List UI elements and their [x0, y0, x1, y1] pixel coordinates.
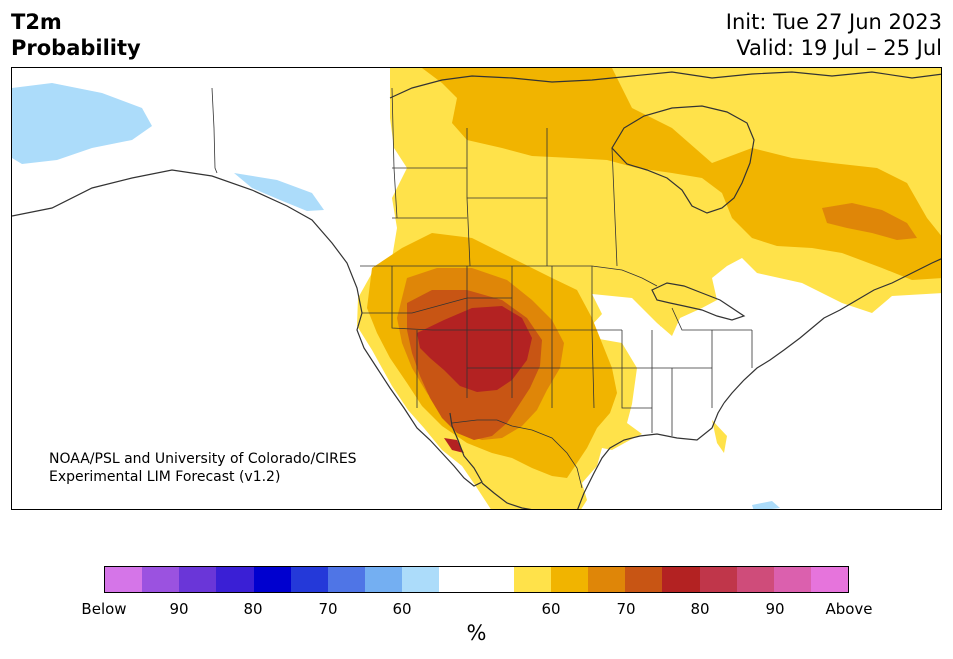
- colorbar-segment: [662, 567, 700, 592]
- init-date: Init: Tue 27 Jun 2023: [725, 10, 942, 34]
- region-below-60-mexico: [752, 501, 780, 509]
- coastlines: [12, 71, 941, 509]
- region-above-60-north: [422, 68, 941, 280]
- colorbar-segment: [290, 567, 328, 592]
- colorbar: [104, 566, 849, 593]
- credit-text: NOAA/PSL and University of Colorado/CIRE…: [49, 450, 357, 486]
- tick-label: 60: [392, 600, 412, 618]
- tick-label: 90: [765, 600, 785, 618]
- political-borders: [211, 87, 753, 489]
- forecast-dates: Init: Tue 27 Jun 2023 Valid: 19 Jul – 25…: [726, 9, 942, 61]
- colorbar-segment: [327, 567, 366, 592]
- colorbar-segment: [476, 567, 514, 592]
- colorbar-segment: [550, 567, 589, 592]
- region-above-80-baja: [444, 438, 464, 453]
- colorbar-segment: [810, 567, 849, 592]
- canada-provinces: [391, 87, 618, 267]
- tick-label: 80: [690, 600, 710, 618]
- region-above-80: [417, 306, 532, 392]
- forecast-map: [11, 67, 942, 510]
- tick-label: 70: [616, 600, 636, 618]
- credit-line-1: NOAA/PSL and University of Colorado/CIRE…: [49, 451, 357, 467]
- colorbar-segment: [625, 567, 663, 592]
- colorbar-segment: [513, 567, 551, 592]
- us-mexico-border: [451, 419, 583, 489]
- colorbar-segment: [216, 567, 254, 592]
- us-states: [362, 266, 753, 436]
- region-below-60-alaska: [12, 83, 152, 164]
- region-above-70-quebec: [822, 203, 917, 240]
- colorbar-segment: [439, 567, 477, 592]
- colorbar-unit-label: %: [466, 621, 487, 645]
- tick-label: Below: [81, 600, 127, 618]
- colorbar-segment: [365, 567, 403, 592]
- region-above-50-florida: [712, 420, 727, 453]
- colorbar-segment: [179, 567, 217, 592]
- pacific-coastline: [12, 169, 483, 487]
- tick-label: 80: [243, 600, 263, 618]
- colorbar-segment: [699, 567, 737, 592]
- colorbar-segment: [105, 567, 143, 592]
- colorbar-segment: [588, 567, 626, 592]
- gulf-coastline: [481, 402, 725, 509]
- region-above-50-east-coast: [660, 313, 677, 330]
- tick-label: 90: [169, 600, 189, 618]
- title-variable: T2m: [11, 10, 62, 34]
- colorbar-segment: [253, 567, 291, 592]
- us-canada-border: [360, 265, 658, 287]
- colorbar-segment: [773, 567, 811, 592]
- tick-label: 60: [541, 600, 561, 618]
- arctic-coastline: [389, 71, 941, 99]
- title-metric: Probability: [11, 36, 141, 60]
- atlantic-coastline: [723, 258, 941, 404]
- great-lakes: [651, 282, 746, 321]
- colorbar-ticks: Below 90 80 70 60 60 70 80 90 Above: [0, 600, 953, 620]
- tick-label: 70: [318, 600, 338, 618]
- alaska-canada-border: [211, 87, 218, 174]
- colorbar-segment: [402, 567, 440, 592]
- colorbar-segment: [736, 567, 774, 592]
- credit-line-2: Experimental LIM Forecast (v1.2): [49, 469, 281, 485]
- tick-label: Above: [825, 600, 873, 618]
- region-below-60-panhandle: [234, 173, 324, 211]
- map-svg: [12, 68, 941, 509]
- valid-range: Valid: 19 Jul – 25 Jul: [736, 36, 942, 60]
- plot-title: T2m Probability: [11, 9, 141, 61]
- hudson-bay-coastline: [611, 105, 755, 214]
- colorbar-segment: [142, 567, 180, 592]
